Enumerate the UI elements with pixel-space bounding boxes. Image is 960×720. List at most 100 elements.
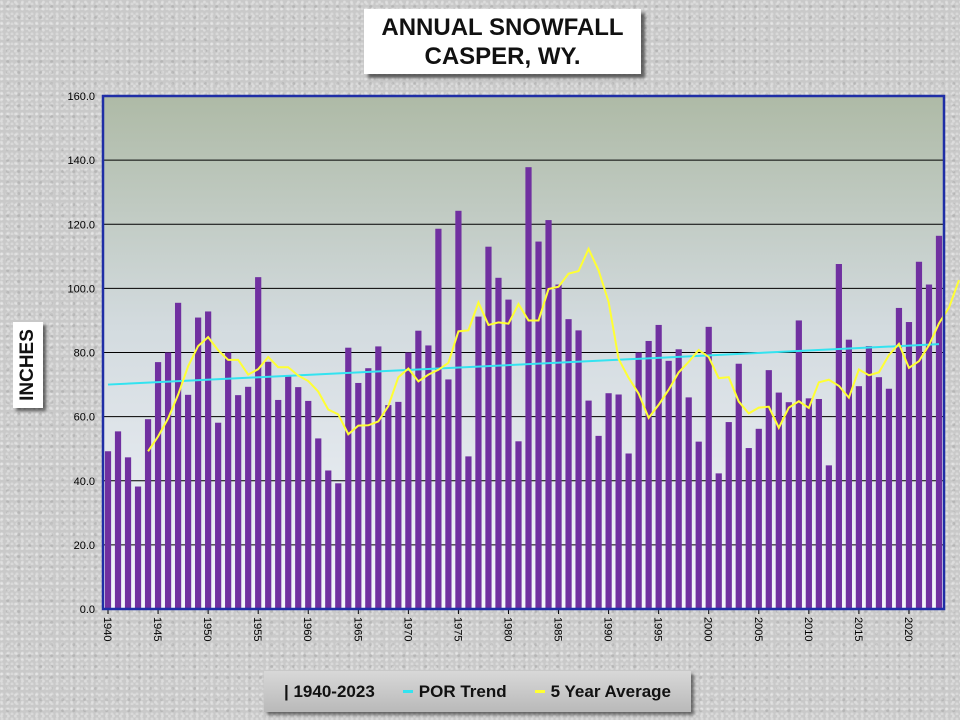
y-tick-label: 40.0 — [74, 476, 95, 488]
snowfall-bar — [605, 393, 612, 609]
y-tick-label: 100.0 — [67, 283, 95, 295]
snowfall-bar — [265, 361, 272, 609]
snowfall-bar — [154, 362, 162, 609]
five-year-average-line — [147, 246, 960, 452]
legend-item-bars: | 1940-2023 — [284, 682, 375, 702]
snowfall-bar — [685, 397, 692, 609]
legend-average-label: 5 Year Average — [550, 681, 671, 701]
legend-item-trend: POR Trend — [402, 681, 507, 702]
snowfall-bar — [395, 401, 402, 609]
x-tick-label: 1975 — [451, 617, 463, 641]
snowfall-bar — [675, 349, 682, 609]
x-tick-label: 2010 — [802, 617, 814, 641]
x-tick-label: 2000 — [702, 617, 714, 641]
snowfall-bar — [445, 379, 452, 609]
y-tick-label: 120.0 — [67, 219, 95, 231]
title-line-1: ANNUAL SNOWFALL — [381, 14, 624, 41]
x-tick-label: 1950 — [201, 617, 213, 641]
snowfall-bar — [545, 220, 552, 609]
legend-item-average: 5 Year Average — [534, 681, 671, 702]
snowfall-bar — [915, 261, 923, 609]
snowfall-bar — [555, 284, 562, 609]
x-tick-label: 1960 — [301, 617, 313, 641]
snowfall-bar — [144, 419, 152, 609]
snowfall-bar — [124, 457, 132, 609]
snowfall-bar — [325, 470, 332, 609]
snowfall-bar — [785, 402, 792, 609]
snowfall-bar — [625, 453, 632, 609]
snowfall-bar — [505, 299, 512, 609]
y-tick-label: 140.0 — [67, 155, 95, 167]
snowfall-bar — [745, 448, 752, 609]
snowfall-bar — [835, 264, 842, 609]
y-tick-label: 80.0 — [74, 348, 95, 360]
legend-average-swatch — [534, 690, 545, 693]
y-tick-label: 20.0 — [74, 540, 95, 552]
snowfall-bar — [134, 486, 142, 609]
plot-border — [101, 94, 946, 611]
snowfall-bar — [174, 302, 182, 609]
x-tick-label: 1940 — [101, 617, 113, 641]
legend-trend-swatch — [402, 690, 413, 693]
snowfall-bar — [365, 368, 372, 609]
x-tick-label: 1945 — [151, 617, 163, 641]
snowfall-bar — [195, 317, 202, 609]
snowfall-bar — [855, 386, 863, 609]
legend-trend-label: POR Trend — [418, 681, 507, 701]
x-tick-label: 1955 — [251, 617, 263, 641]
snowfall-bar — [215, 422, 222, 609]
snowfall-bar — [235, 395, 242, 609]
snowfall-bar — [455, 210, 462, 609]
snowfall-bar — [305, 400, 312, 609]
snowfall-bar — [575, 330, 582, 609]
snowfall-bar — [275, 399, 282, 609]
snowfall-bar — [655, 324, 662, 609]
snowfall-bar — [415, 330, 422, 609]
snowfall-bar — [255, 277, 262, 609]
x-tick-label: 1980 — [501, 617, 513, 641]
snowfall-bar — [525, 167, 532, 609]
x-tick-label: 1995 — [652, 617, 664, 641]
snowfall-bar — [164, 352, 172, 609]
por-trend-line — [107, 343, 940, 386]
snowfall-bar — [205, 311, 212, 609]
snowfall-bar — [885, 388, 893, 609]
x-tick-label: 1985 — [552, 617, 564, 641]
x-tick-label: 2015 — [852, 617, 864, 641]
snowfall-bar — [535, 241, 542, 609]
snowfall-bar — [815, 398, 822, 609]
snowfall-bar — [905, 322, 913, 609]
snowfall-bar — [705, 326, 712, 609]
snowfall-bar — [765, 370, 772, 609]
chart-title: ANNUAL SNOWFALL CASPER, WY. — [364, 9, 641, 74]
snowfall-bar — [775, 392, 782, 609]
snowfall-bar — [245, 386, 252, 609]
snowfall-bar — [585, 400, 592, 609]
snowfall-bar — [405, 352, 412, 609]
snowfall-bar — [825, 465, 832, 609]
snowfall-bar — [385, 405, 392, 609]
y-axis-label-box: INCHES — [13, 322, 43, 408]
snowfall-bar — [865, 346, 873, 609]
snowfall-bar — [355, 382, 362, 609]
snowfall-bar — [495, 277, 502, 609]
y-tick-label: 0.0 — [80, 604, 95, 616]
y-tick-label: 60.0 — [74, 412, 95, 424]
snowfall-bar — [895, 307, 903, 609]
snowfall-bar — [635, 352, 642, 609]
x-tick-label: 1965 — [351, 617, 363, 641]
snowfall-bar — [755, 428, 762, 609]
legend-bars-label: | 1940-2023 — [284, 681, 375, 701]
snowfall-bar — [925, 284, 933, 609]
snowfall-bar — [595, 435, 602, 609]
x-tick-label: 2005 — [752, 617, 764, 641]
snowfall-bar — [615, 394, 622, 609]
x-tick-label: 2020 — [902, 617, 914, 641]
x-tick-label: 1990 — [602, 617, 614, 641]
snowfall-bar — [435, 228, 442, 609]
snowfall-bar — [725, 422, 732, 609]
snowfall-bar — [795, 320, 802, 609]
snowfall-bar — [425, 345, 432, 609]
snowfall-bar — [475, 316, 482, 609]
snowfall-bar — [695, 441, 702, 609]
